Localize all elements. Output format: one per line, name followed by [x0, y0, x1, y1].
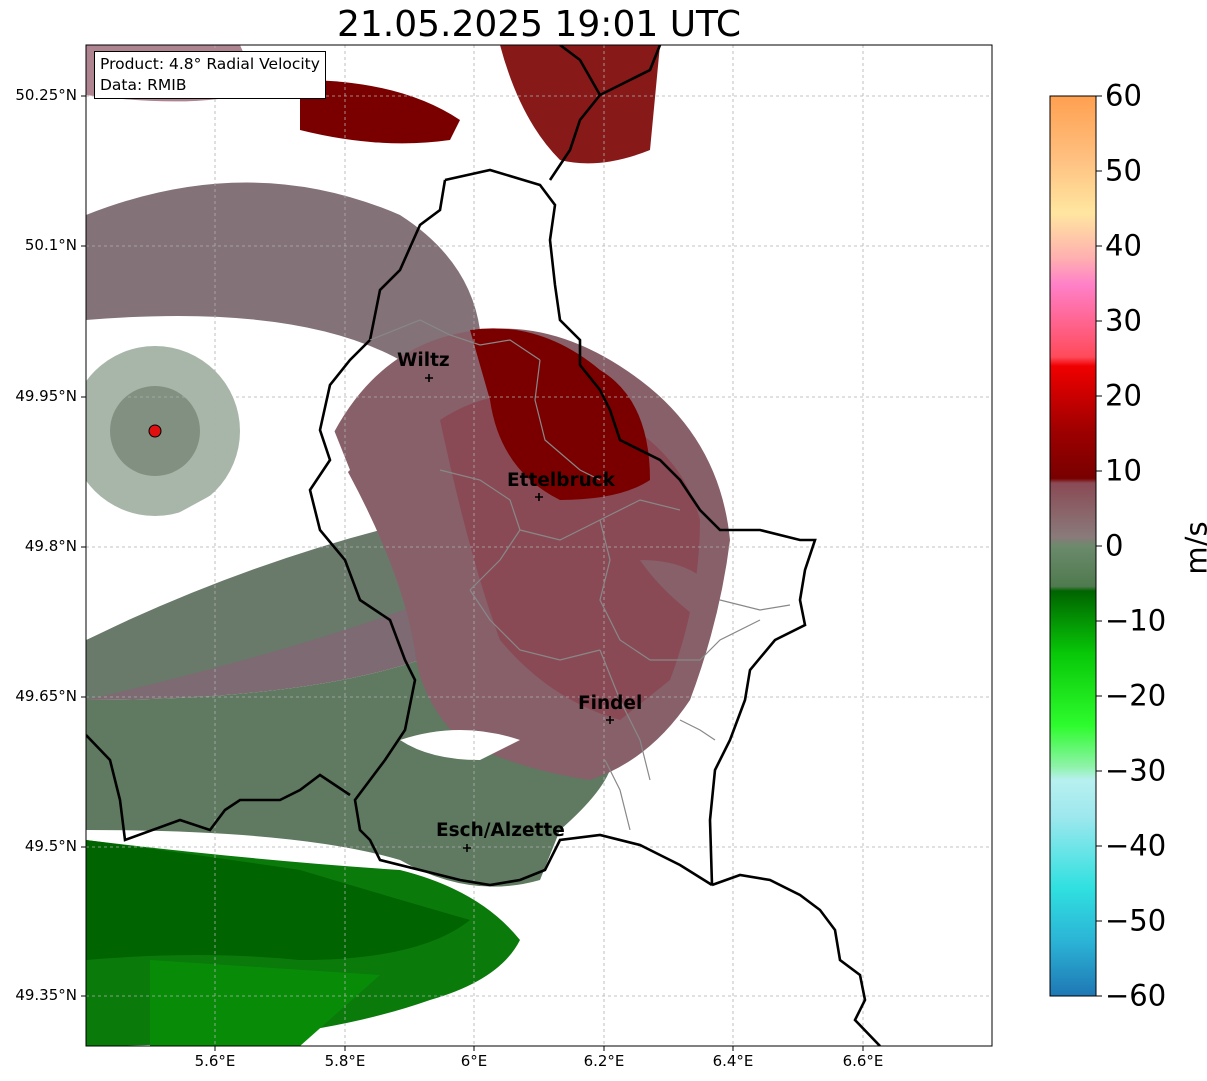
city-markers [425, 374, 614, 852]
colorbar-label: 20 [1105, 378, 1142, 413]
colorbar-ticks [1096, 95, 1102, 997]
lat-tick-label: 49.65°N [15, 687, 77, 705]
colorbar-label: 40 [1105, 228, 1142, 263]
colorbar-label: −40 [1105, 828, 1167, 863]
colorbar-label: −10 [1105, 603, 1167, 638]
colorbar-label: −20 [1105, 678, 1167, 713]
colorbar-label: 30 [1105, 303, 1142, 338]
lat-tick-label: 49.95°N [15, 387, 77, 405]
map-frame [85, 44, 993, 1047]
lon-tick-label: 5.8°E [324, 1052, 366, 1070]
gridlines [86, 45, 992, 1046]
lat-tick-label: 50.25°N [15, 86, 77, 104]
colorbar-label: 0 [1105, 528, 1124, 563]
lon-tick-label: 6.4°E [712, 1052, 754, 1070]
lon-tick-label: 6.2°E [583, 1052, 625, 1070]
city-marker-ettelbruck [535, 493, 543, 501]
lat-tick-label: 49.5°N [24, 837, 77, 855]
lat-tick-label: 49.8°N [24, 537, 77, 555]
colorbar-label: 10 [1105, 453, 1142, 488]
lon-tick-label: 6°E [460, 1052, 488, 1070]
product-info-box: Product: 4.8° Radial Velocity Data: RMIB [94, 51, 326, 99]
colorbar-label: −50 [1105, 903, 1167, 938]
lon-tick-label: 5.6°E [194, 1052, 236, 1070]
product-label: Product: 4.8° Radial Velocity [100, 55, 320, 73]
city-label-wiltz: Wiltz [397, 350, 450, 371]
colorbar-label: −30 [1105, 753, 1167, 788]
country-borders [86, 45, 881, 1046]
colorbar-label: −60 [1105, 978, 1167, 1013]
colorbar [1049, 95, 1097, 997]
data-source-label: Data: RMIB [100, 76, 187, 94]
axis-ticks [81, 95, 864, 1051]
colorbar-label: 60 [1105, 78, 1142, 113]
colorbar-unit-label: m/s [1179, 521, 1207, 575]
radar-echo-layer [86, 45, 730, 1046]
city-label-esch: Esch/Alzette [436, 820, 565, 841]
city-label-findel: Findel [578, 693, 643, 714]
city-marker-wiltz [425, 374, 433, 382]
admin-boundaries [369, 319, 791, 831]
colorbar-label: 50 [1105, 153, 1142, 188]
city-marker-findel [606, 716, 614, 724]
map-title: 21.05.2025 19:01 UTC [336, 4, 742, 45]
lon-tick-label: 6.6°E [842, 1052, 884, 1070]
lat-tick-label: 49.35°N [15, 986, 77, 1004]
lat-tick-label: 50.1°N [24, 236, 77, 254]
radar-site-marker [148, 424, 162, 438]
city-label-ettelbruck: Ettelbruck [507, 470, 616, 491]
city-marker-esch [463, 844, 471, 852]
